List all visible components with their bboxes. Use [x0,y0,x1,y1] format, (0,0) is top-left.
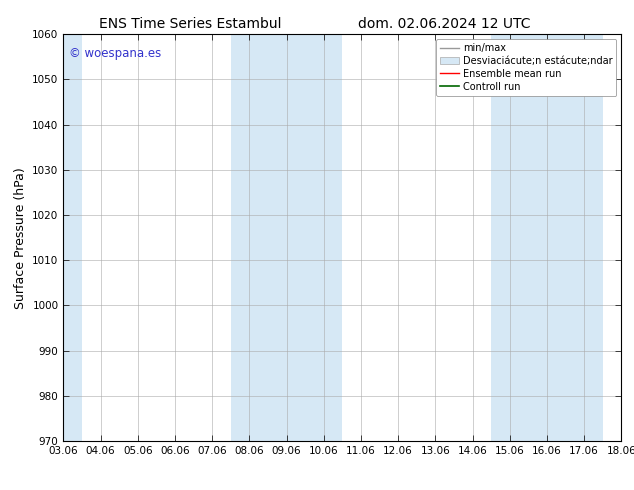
Bar [45,34,82,441]
Text: dom. 02.06.2024 12 UTC: dom. 02.06.2024 12 UTC [358,17,530,31]
Bar [491,34,603,441]
Bar [231,34,342,441]
Text: ENS Time Series Estambul: ENS Time Series Estambul [99,17,281,31]
Text: © woespana.es: © woespana.es [69,47,161,59]
Legend: min/max, Desviaciácute;n estácute;ndar, Ensemble mean run, Controll run: min/max, Desviaciácute;n estácute;ndar, … [436,39,616,96]
Y-axis label: Surface Pressure (hPa): Surface Pressure (hPa) [14,167,27,309]
